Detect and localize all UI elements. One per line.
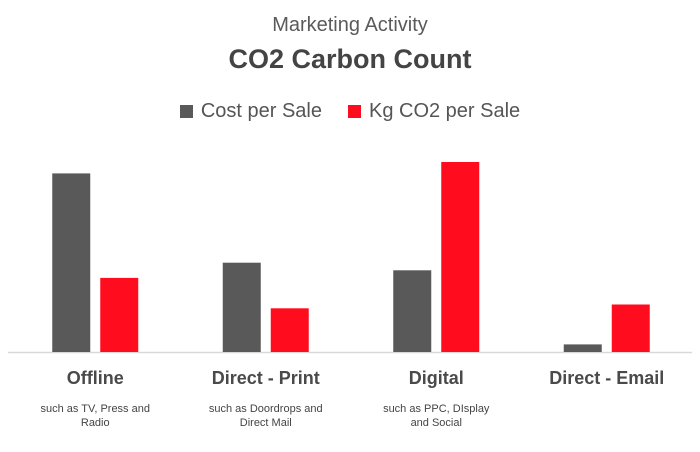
bar-kg-co2-per-sale-offline <box>100 277 139 352</box>
category-label: Offline <box>67 368 124 388</box>
category-label: Digital <box>409 368 464 388</box>
bar-cost-per-sale-digital <box>393 270 432 352</box>
bar-kg-co2-per-sale-direct-email <box>611 304 650 352</box>
category-note: and Social <box>411 417 462 429</box>
bar-cost-per-sale-direct-email <box>563 344 602 352</box>
legend-item-co2: Kg CO2 per Sale <box>347 100 521 123</box>
category-note: such as Doordrops and <box>209 403 323 415</box>
category-note: Direct Mail <box>240 417 292 429</box>
category-note: Radio <box>81 417 110 429</box>
chart-subtitle: Marketing Activity <box>272 14 428 36</box>
bar-cost-per-sale-offline <box>52 173 91 352</box>
legend-swatch-cost <box>179 105 193 118</box>
bar-kg-co2-per-sale-direct-print <box>270 308 309 352</box>
legend-item-cost: Cost per Sale <box>179 100 322 123</box>
category-label: Direct - Print <box>212 368 320 388</box>
chart-title: CO2 Carbon Count <box>228 44 472 74</box>
bar-cost-per-sale-direct-print <box>222 262 261 352</box>
legend-label-co2: Kg CO2 per Sale <box>368 100 521 122</box>
legend-label-cost: Cost per Sale <box>200 100 322 122</box>
legend: Cost per Sale Kg CO2 per Sale <box>0 100 700 123</box>
category-note: such as TV, Press and <box>41 403 150 415</box>
category-label: Direct - Email <box>549 368 664 388</box>
category-note: such as PPC, DIsplay <box>383 403 490 415</box>
legend-swatch-co2 <box>347 105 361 118</box>
bar-kg-co2-per-sale-digital <box>441 162 480 352</box>
